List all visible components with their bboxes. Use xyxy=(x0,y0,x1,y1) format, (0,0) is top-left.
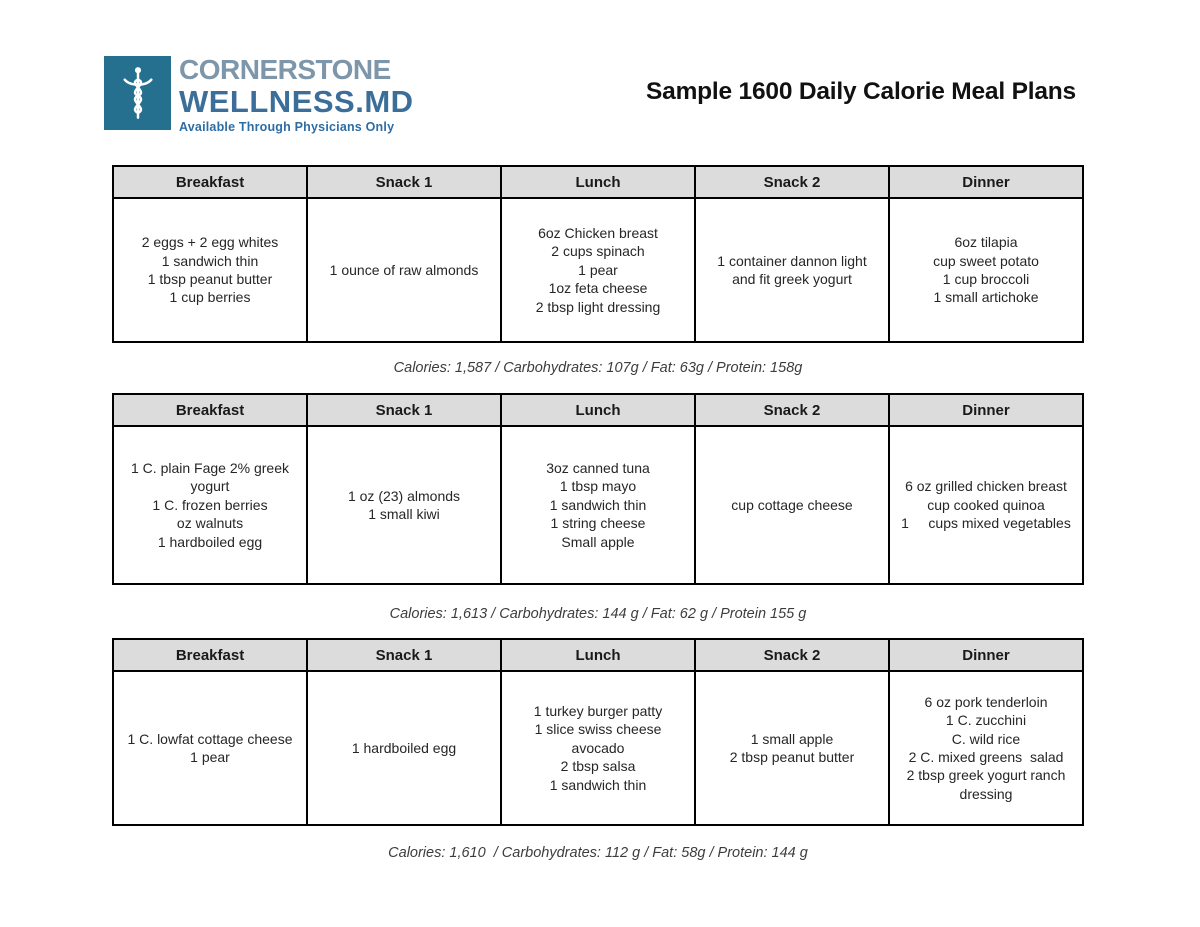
col-header-lunch: Lunch xyxy=(500,165,696,199)
col-header-breakfast: Breakfast xyxy=(112,638,308,672)
meal-cell-dinner: 6 oz grilled chicken breast cup cooked q… xyxy=(888,425,1084,585)
meal-cell-lunch: 6oz Chicken breast 2 cups spinach 1 pear… xyxy=(500,197,696,343)
nutrition-summary-1: Calories: 1,587 / Carbohydrates: 107g / … xyxy=(393,360,803,376)
meal-cell-snack2: 1 small apple 2 tbsp peanut butter xyxy=(694,670,890,826)
logo-line1: CORNERSTONE xyxy=(179,54,391,85)
col-header-lunch: Lunch xyxy=(500,638,696,672)
meal-plan-table-2: Breakfast Snack 1 Lunch Snack 2 Dinner 1… xyxy=(112,393,1084,585)
col-header-snack2: Snack 2 xyxy=(694,393,890,427)
meal-cell-breakfast: 1 C. plain Fage 2% greek yogurt 1 C. fro… xyxy=(112,425,308,585)
col-header-dinner: Dinner xyxy=(888,165,1084,199)
meal-cell-breakfast: 2 eggs + 2 egg whites 1 sandwich thin 1 … xyxy=(112,197,308,343)
col-header-snack1: Snack 1 xyxy=(306,638,502,672)
nutrition-summary-2: Calories: 1,613 / Carbohydrates: 144 g /… xyxy=(389,606,807,622)
col-header-dinner: Dinner xyxy=(888,638,1084,672)
col-header-snack1: Snack 1 xyxy=(306,165,502,199)
logo-line2: WELLNESS.MD xyxy=(179,84,414,119)
meal-cell-lunch: 1 turkey burger patty 1 slice swiss chee… xyxy=(500,670,696,826)
page-title: Sample 1600 Daily Calorie Meal Plans xyxy=(646,78,1076,105)
meal-cell-dinner: 6 oz pork tenderloin 1 C. zucchini C. wi… xyxy=(888,670,1084,826)
header-row: Breakfast Snack 1 Lunch Snack 2 Dinner xyxy=(112,165,1084,199)
meal-cell-breakfast: 1 C. lowfat cottage cheese 1 pear xyxy=(112,670,308,826)
col-header-snack1: Snack 1 xyxy=(306,393,502,427)
col-header-dinner: Dinner xyxy=(888,393,1084,427)
table-row: 1 C. lowfat cottage cheese 1 pear 1 hard… xyxy=(112,670,1084,826)
header-row: Breakfast Snack 1 Lunch Snack 2 Dinner xyxy=(112,393,1084,427)
col-header-breakfast: Breakfast xyxy=(112,165,308,199)
col-header-snack2: Snack 2 xyxy=(694,638,890,672)
table-row: 1 C. plain Fage 2% greek yogurt 1 C. fro… xyxy=(112,425,1084,585)
header-row: Breakfast Snack 1 Lunch Snack 2 Dinner xyxy=(112,638,1084,672)
meal-cell-lunch: 3oz canned tuna 1 tbsp mayo 1 sandwich t… xyxy=(500,425,696,585)
meal-cell-snack2: cup cottage cheese xyxy=(694,425,890,585)
meal-cell-snack1: 1 hardboiled egg xyxy=(306,670,502,826)
cornerstone-wellness-logo: CORNERSTONE WELLNESS.MD Available Throug… xyxy=(104,56,414,134)
col-header-breakfast: Breakfast xyxy=(112,393,308,427)
meal-plan-table-3: Breakfast Snack 1 Lunch Snack 2 Dinner 1… xyxy=(112,638,1084,826)
logo-wordmark: CORNERSTONE WELLNESS.MD Available Throug… xyxy=(179,56,414,134)
nutrition-summary-3: Calories: 1,610 / Carbohydrates: 112 g /… xyxy=(388,845,808,861)
col-header-lunch: Lunch xyxy=(500,393,696,427)
col-header-snack2: Snack 2 xyxy=(694,165,890,199)
meal-cell-snack1: 1 oz (23) almonds 1 small kiwi xyxy=(306,425,502,585)
logo-tagline: Available Through Physicians Only xyxy=(179,120,395,134)
caduceus-icon xyxy=(104,56,171,130)
table-row: 2 eggs + 2 egg whites 1 sandwich thin 1 … xyxy=(112,197,1084,343)
meal-plan-table-1: Breakfast Snack 1 Lunch Snack 2 Dinner 2… xyxy=(112,165,1084,343)
meal-cell-snack1: 1 ounce of raw almonds xyxy=(306,197,502,343)
meal-cell-snack2: 1 container dannon light and fit greek y… xyxy=(694,197,890,343)
meal-cell-dinner: 6oz tilapia cup sweet potato 1 cup brocc… xyxy=(888,197,1084,343)
